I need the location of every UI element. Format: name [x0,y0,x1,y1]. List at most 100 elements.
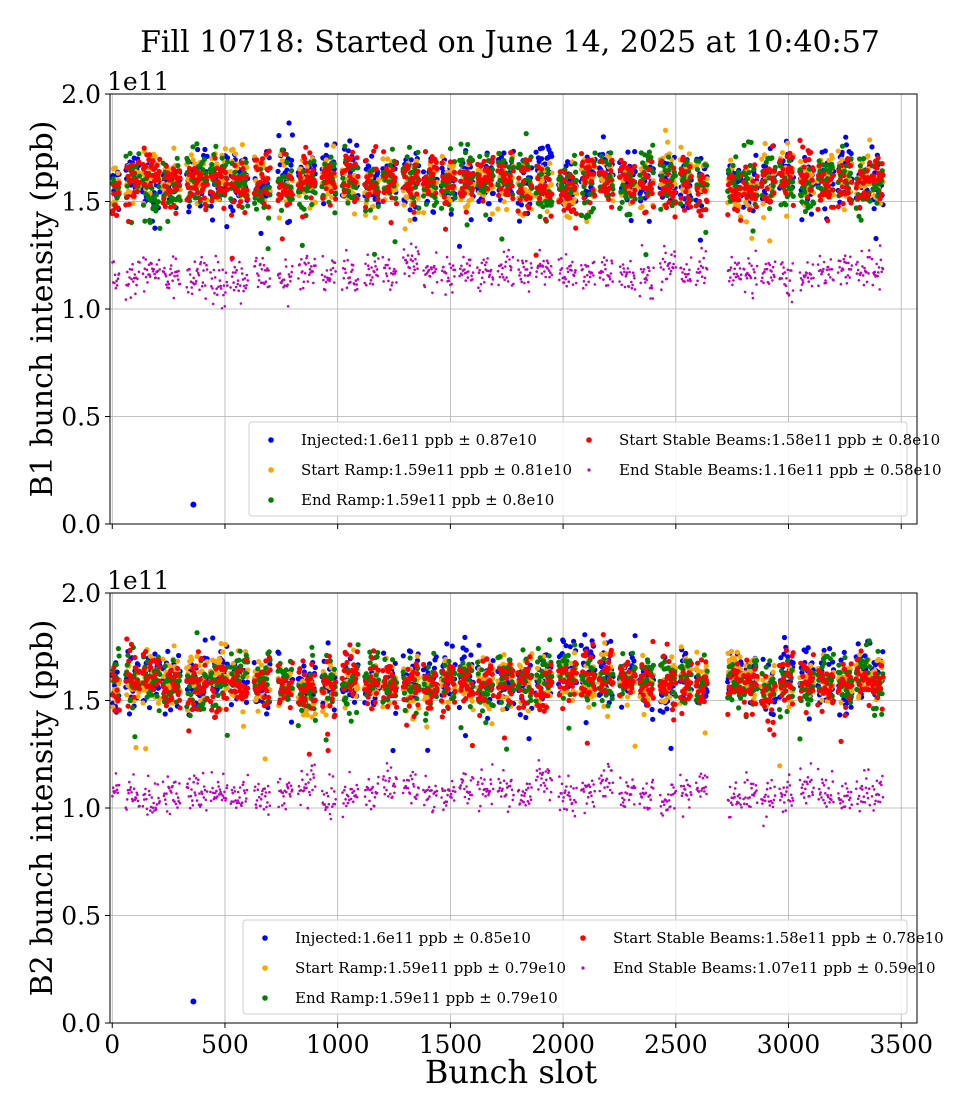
data-point [773,260,777,264]
legend-item: End Ramp:1.59e11 ppb ± 0.8e10 [268,491,554,509]
data-point [770,270,773,273]
data-point [705,267,709,271]
data-point [527,280,530,284]
data-point [527,178,533,184]
data-point [393,710,399,716]
data-point [384,272,388,275]
data-point [130,277,133,281]
data-point [769,276,773,279]
data-point [111,191,117,197]
data-point [787,174,794,180]
data-point [132,280,135,283]
data-point [312,281,315,285]
data-point [146,152,153,158]
data-point [174,155,180,161]
data-point [307,150,313,156]
data-point [772,178,778,184]
data-point [562,281,566,284]
data-point [728,279,731,283]
data-point [753,276,757,280]
data-point [212,155,218,161]
data-point [148,275,152,278]
data-point [580,264,583,267]
data-point [153,192,159,198]
data-point [433,199,440,205]
data-point [330,143,337,149]
data-point [467,160,473,166]
data-point [821,270,824,273]
data-point [521,261,525,265]
data-point [194,282,197,285]
data-point [527,195,533,201]
data-point [646,218,652,224]
data-point [638,195,644,201]
data-point [412,271,415,275]
data-point [666,199,672,205]
data-point [518,274,521,277]
data-point [345,148,352,154]
data-point [309,202,315,208]
data-point [825,218,831,224]
data-point [388,267,391,270]
data-point [820,272,823,276]
data-point [762,140,768,147]
data-point [126,201,132,207]
data-point [343,267,347,271]
data-point [460,264,463,268]
data-point [176,274,179,278]
data-point [880,270,883,274]
data-point [344,271,347,275]
data-point [799,217,805,223]
data-point [651,297,655,300]
data-point [733,261,737,265]
data-point [560,257,563,260]
data-point [783,180,790,186]
data-point [150,158,156,164]
data-point [507,248,511,252]
data-point [798,158,804,165]
data-point [124,165,130,171]
data-point [610,262,614,265]
data-point [283,184,289,190]
data-point [417,252,421,256]
data-point [662,178,668,184]
data-point [410,254,414,257]
data-points [109,120,886,508]
data-point [232,281,235,284]
data-point [735,272,738,276]
data-point [244,679,251,685]
data-point [469,191,475,197]
data-point [588,178,595,184]
data-point [170,166,176,172]
data-point [773,275,776,279]
data-point [815,206,821,212]
data-point [645,174,651,180]
data-point [222,293,225,297]
data-point [625,149,631,155]
data-point [308,273,311,277]
data-point [686,279,690,282]
data-point [416,205,422,211]
data-point [763,270,766,274]
data-point [288,168,295,174]
data-point [289,132,295,138]
data-point [736,197,742,203]
data-point [837,177,843,183]
data-point [449,266,453,270]
data-point [468,258,472,262]
data-point [443,199,449,205]
data-point [639,281,642,285]
data-point [697,267,700,271]
data-point [525,259,528,263]
data-point [487,216,493,222]
data-point [224,186,231,192]
data-point [468,264,472,267]
data-point [843,185,850,191]
data-point [461,169,467,175]
data-point [353,185,359,191]
data-point [753,204,760,210]
data-point [503,278,506,282]
data-point [240,166,246,172]
data-point [809,273,813,276]
data-point [288,162,294,168]
